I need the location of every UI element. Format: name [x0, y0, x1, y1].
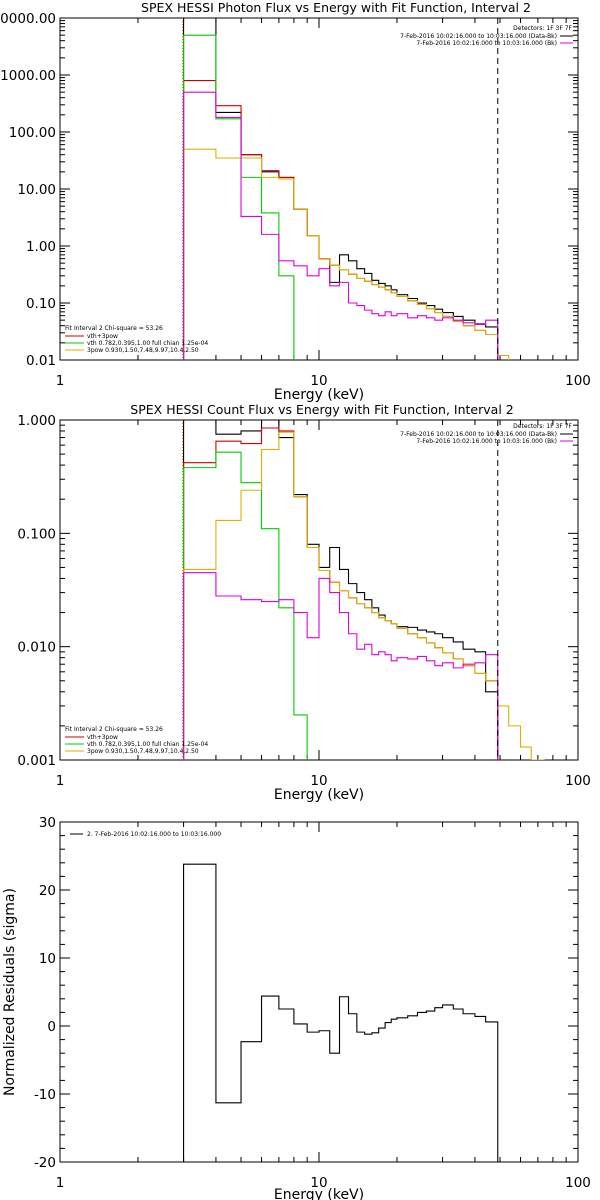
photon-flux-y-tick-label: 100.00 [9, 125, 56, 141]
photon-flux-panel: SPEX HESSI Photon Flux vs Energy with Fi… [0, 0, 591, 403]
count-flux-fit-header: Fit Interval 2 Chi-square = 53.26 [65, 726, 163, 733]
photon-flux-series-vth-3pow [183, 79, 499, 360]
residuals-y-tick-label: 10 [39, 951, 56, 967]
count-flux-series-3pow-0-930-1-50-7-48-9-97-10-4 [183, 431, 545, 760]
count-flux-fit-entry: 3pow 0.930,1.50,7.48,9.97,10.4,2.50 [87, 748, 199, 755]
count-flux-y-tick-label: 0.001 [17, 753, 56, 769]
photon-flux-series-3pow-0-930-1-50-7-48-9-97-10-4 [183, 148, 510, 360]
count-flux-panel: SPEX HESSI Count Flux vs Energy with Fit… [17, 402, 591, 803]
photon-flux-plot-frame [59, 17, 579, 361]
photon-flux-y-tick-label: 0.10 [26, 296, 56, 312]
photon-flux-fit-entry: vth 0.782,0.395,1.00 full chian 1.25e-04 [87, 340, 208, 347]
photon-flux-x-tick-label: 100 [565, 373, 591, 389]
count-flux-x-axis-label: Energy (keV) [274, 787, 364, 803]
photon-flux-series-7-feb-2016-10-02-16-000-to-10- [183, 18, 499, 360]
count-flux-series-7-feb-2016-10-02-16-000-to-10- [183, 572, 499, 760]
photon-flux-fit-entry: vth+3pow [87, 333, 118, 340]
residuals-legend-entry: 2. 7-Feb-2016 10:02:16.000 to 10:03:16.0… [87, 831, 221, 838]
residuals-y-axis-label: Normalized Residuals (sigma) [2, 888, 18, 1096]
count-flux-y-tick-label: 0.100 [17, 526, 56, 542]
photon-flux-fit-header: Fit Interval 2 Chi-square = 53.26 [65, 325, 163, 332]
residuals-y-tick-label: 0 [47, 1019, 56, 1035]
residuals-series-2-7-feb-2016-10-02-16-000-to-1 [183, 863, 499, 1162]
residuals-x-tick-label: 1 [56, 1175, 65, 1191]
photon-flux-title: SPEX HESSI Photon Flux vs Energy with Fi… [141, 0, 531, 15]
residuals-legend-top-left: 2. 7-Feb-2016 10:02:16.000 to 10:03:16.0… [70, 831, 221, 838]
count-flux-series-vth-3pow [183, 427, 499, 760]
photon-flux-legend-bottom-left: Fit Interval 2 Chi-square = 53.26 vth+3p… [65, 325, 208, 354]
count-flux-y-tick-label: 1.000 [17, 413, 56, 429]
photon-flux-series-vth-0-782-0-395-1-00-full-chia [183, 34, 295, 360]
count-flux-x-tick-label: 1 [56, 773, 65, 789]
photon-flux-x-tick-label: 1 [56, 373, 65, 389]
count-flux-x-tick-label: 100 [565, 773, 591, 789]
count-flux-legend-entry: 7-Feb-2016 10:02:16.000 to 10:03:16.000 … [416, 438, 557, 445]
count-flux-legend-entry: 7-Feb-2016 10:02:16.000 to 10:03:16.000 … [400, 431, 557, 438]
photon-flux-x-tick-label: 10 [310, 373, 327, 389]
photon-flux-y-tick-label: 1000.00 [0, 68, 56, 84]
residuals-y-tick-label: -20 [34, 1155, 56, 1171]
photon-flux-legend-entry: 7-Feb-2016 10:02:16.000 to 10:03:16.000 … [416, 40, 557, 47]
count-flux-x-tick-label: 10 [310, 773, 327, 789]
residuals-y-tick-label: 30 [39, 815, 56, 831]
count-flux-series-vth-0-782-0-395-1-00-full-chia [183, 451, 308, 760]
photon-flux-legend-header: Detectors: 1F 3F 7F [513, 25, 572, 32]
photon-flux-y-tick-label: 0000.00 [0, 11, 56, 27]
count-flux-y-tick-label: 0.010 [17, 640, 56, 656]
photon-flux-y-tick-label: 1.00 [26, 239, 56, 255]
residuals-y-tick-label: -10 [34, 1087, 56, 1103]
residuals-x-tick-label: 100 [565, 1175, 591, 1191]
photon-flux-y-tick-label: 0.01 [26, 353, 56, 369]
count-flux-legend-bottom-left: Fit Interval 2 Chi-square = 53.26 vth+3p… [65, 726, 208, 755]
residuals-x-axis-label: Energy (keV) [274, 1187, 364, 1200]
photon-flux-fit-entry: 3pow 0.930,1.50,7.48,9.97,10.4,2.50 [87, 347, 199, 354]
residuals-x-tick-label: 10 [310, 1175, 327, 1191]
count-flux-fit-entry: vth+3pow [87, 734, 118, 741]
count-flux-legend-top-right: Detectors: 1F 3F 7F 7-Feb-2016 10:02:16.… [400, 423, 573, 445]
count-flux-title: SPEX HESSI Count Flux vs Energy with Fit… [130, 402, 513, 417]
residuals-y-tick-label: 20 [39, 883, 56, 899]
photon-flux-x-axis-label: Energy (keV) [274, 387, 364, 403]
photon-flux-series-7-feb-2016-10-02-16-000-to-10- [183, 91, 499, 360]
count-flux-fit-entry: vth 0.782,0.395,1.00 full chian 1.25e-04 [87, 741, 208, 748]
photon-flux-y-tick-label: 10.00 [17, 182, 56, 198]
count-flux-legend-header: Detectors: 1F 3F 7F [513, 423, 572, 430]
count-flux-series-7-feb-2016-10-02-16-000-to-10- [183, 420, 499, 760]
residuals-panel: 1 10 100 -20 -10 0 10 20 30 Energy (keV) Normali… [2, 815, 591, 1200]
residuals-plot-frame [59, 821, 579, 1163]
photon-flux-legend-entry: 7-Feb-2016 10:02:16.000 to 10:03:16.000 … [400, 33, 557, 40]
photon-flux-legend-top-right: Detectors: 1F 3F 7F 7-Feb-2016 10:02:16.… [400, 25, 573, 47]
